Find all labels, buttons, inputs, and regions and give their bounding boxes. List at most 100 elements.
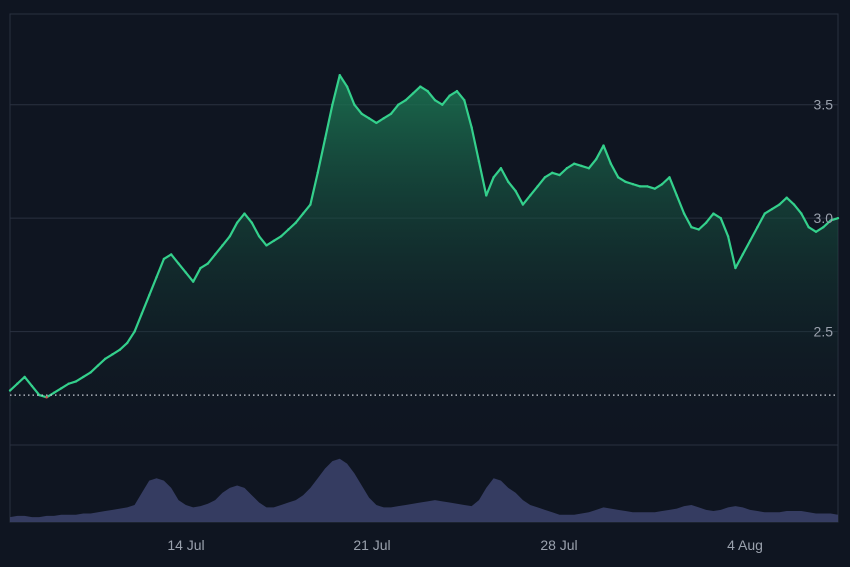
y-tick-label: 3.5 (814, 97, 834, 113)
price-point (30, 384, 34, 388)
price-point (477, 160, 481, 163)
price-point (433, 99, 437, 102)
price-point (602, 144, 605, 147)
price-point (111, 353, 114, 356)
price-point (155, 275, 158, 279)
price-point (697, 228, 700, 231)
x-tick-label: 21 Jul (353, 537, 390, 553)
price-point (74, 380, 78, 383)
price-point (646, 185, 649, 188)
price-point (829, 219, 832, 222)
price-point (360, 112, 363, 116)
price-point (653, 187, 657, 190)
price-point (301, 212, 305, 215)
price-point (448, 94, 451, 97)
price-point (126, 341, 129, 345)
price-point (514, 189, 517, 193)
price-point (529, 194, 532, 197)
price-point (397, 103, 400, 106)
price-point (170, 253, 173, 256)
price-point (426, 89, 429, 93)
price-point (228, 235, 232, 238)
price-line (9, 74, 839, 399)
price-point (257, 235, 261, 238)
price-point (177, 262, 180, 265)
price-point (455, 89, 459, 93)
price-point (463, 99, 466, 102)
price-point (265, 244, 268, 247)
volume-area (10, 458, 838, 522)
price-point (778, 203, 781, 206)
price-point (814, 230, 818, 233)
price-point (213, 253, 217, 256)
price-point (16, 382, 19, 385)
price-point (616, 176, 620, 179)
price-point (719, 216, 722, 220)
price-point (682, 212, 686, 215)
price-point (404, 99, 407, 102)
price-point (345, 85, 349, 88)
price-point (353, 103, 356, 106)
price-point (609, 162, 613, 165)
price-point (206, 262, 210, 265)
price-point (492, 176, 495, 179)
price-point (104, 357, 107, 360)
price-point (785, 196, 788, 199)
price-point (67, 382, 70, 385)
price-point (82, 375, 85, 379)
price-area-fill (10, 75, 838, 445)
price-point (470, 126, 473, 129)
price-point (133, 330, 136, 333)
price-point (836, 216, 840, 220)
price-point (573, 162, 576, 165)
x-tick-label: 14 Jul (167, 537, 204, 553)
price-point (389, 112, 393, 116)
price-point (543, 176, 547, 179)
y-axis-labels: 2.5 3.0 3.5 (814, 97, 834, 340)
price-point (558, 173, 561, 177)
price-point (748, 239, 752, 243)
x-tick-label: 28 Jul (540, 537, 577, 553)
price-point (382, 117, 385, 120)
price-point (587, 167, 591, 170)
price-point (96, 364, 100, 367)
price-point (162, 257, 166, 261)
price-point (638, 185, 642, 188)
price-point (191, 280, 195, 283)
price-point (704, 221, 708, 224)
price-point (250, 221, 254, 224)
price-point (38, 393, 41, 397)
price-point (375, 121, 378, 125)
price-point (536, 185, 539, 188)
price-point (316, 171, 319, 174)
price-point (712, 212, 715, 215)
price-point (118, 348, 122, 351)
price-point (294, 221, 297, 224)
price-point (726, 235, 730, 238)
price-point (140, 312, 144, 315)
price-point (221, 244, 224, 247)
price-point (287, 228, 290, 231)
price-point (485, 194, 488, 197)
price-point (184, 271, 188, 274)
y-tick-label: 3.0 (814, 210, 834, 226)
price-point (499, 167, 503, 170)
price-point (419, 85, 422, 88)
price-point (551, 171, 554, 174)
price-point (52, 391, 56, 395)
price-point (60, 387, 63, 390)
price-point (23, 375, 26, 379)
volume-histogram (10, 458, 838, 522)
price-point (272, 239, 275, 243)
price-point (338, 74, 341, 77)
price-point (800, 212, 803, 215)
price-point (668, 176, 671, 179)
price-point (741, 253, 744, 256)
price-point (279, 235, 283, 238)
price-point (441, 103, 444, 106)
price-point (235, 221, 239, 224)
price-point (734, 266, 737, 270)
price-point (521, 203, 525, 206)
